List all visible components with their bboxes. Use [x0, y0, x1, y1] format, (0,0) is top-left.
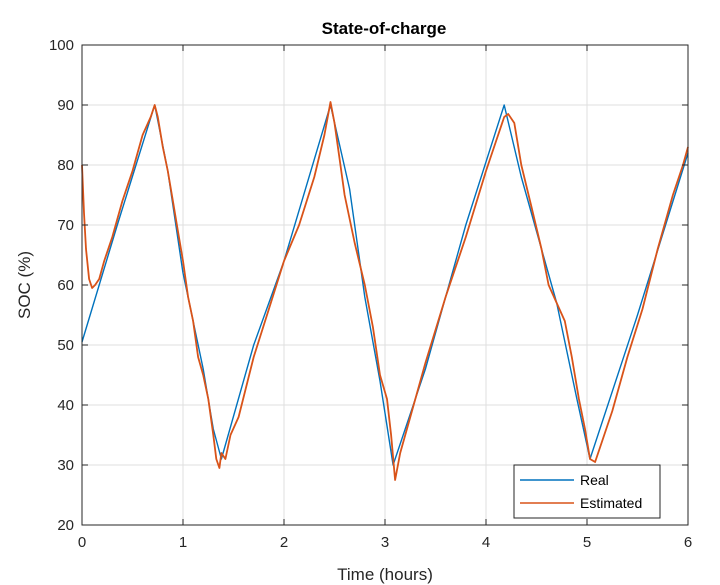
x-tick-label: 4 — [482, 534, 490, 551]
y-tick-label: 40 — [57, 397, 74, 414]
tick-layer: 0 1 2 3 4 5 6 20 30 40 50 60 70 80 90 100 — [49, 37, 692, 551]
x-axis-label: Time (hours) — [337, 565, 433, 584]
legend-box — [513, 464, 661, 519]
series-line-estimated — [81, 101, 689, 481]
legend-label-real: Real — [580, 472, 609, 488]
y-tick-label: 30 — [57, 457, 74, 474]
x-tick-label: 1 — [179, 534, 187, 551]
legend-label-estimated: Estimated — [580, 495, 642, 511]
x-tick-label: 0 — [78, 534, 86, 551]
legend: Real Estimated — [513, 464, 661, 519]
series-line-real — [81, 104, 689, 466]
y-tick-label: 60 — [57, 277, 74, 294]
y-tick-label: 80 — [57, 157, 74, 174]
y-tick-label: 90 — [57, 97, 74, 114]
series-layer — [81, 101, 689, 481]
y-tick-label: 50 — [57, 337, 74, 354]
y-tick-label: 20 — [57, 517, 74, 534]
x-tick-label: 5 — [583, 534, 591, 551]
x-tick-label: 2 — [280, 534, 288, 551]
x-tick-label: 3 — [381, 534, 389, 551]
chart-title: State-of-charge — [322, 19, 447, 38]
y-axis-label: SOC (%) — [15, 251, 34, 319]
x-tick-label: 6 — [684, 534, 692, 551]
y-tick-label: 100 — [49, 37, 74, 54]
y-tick-label: 70 — [57, 217, 74, 234]
